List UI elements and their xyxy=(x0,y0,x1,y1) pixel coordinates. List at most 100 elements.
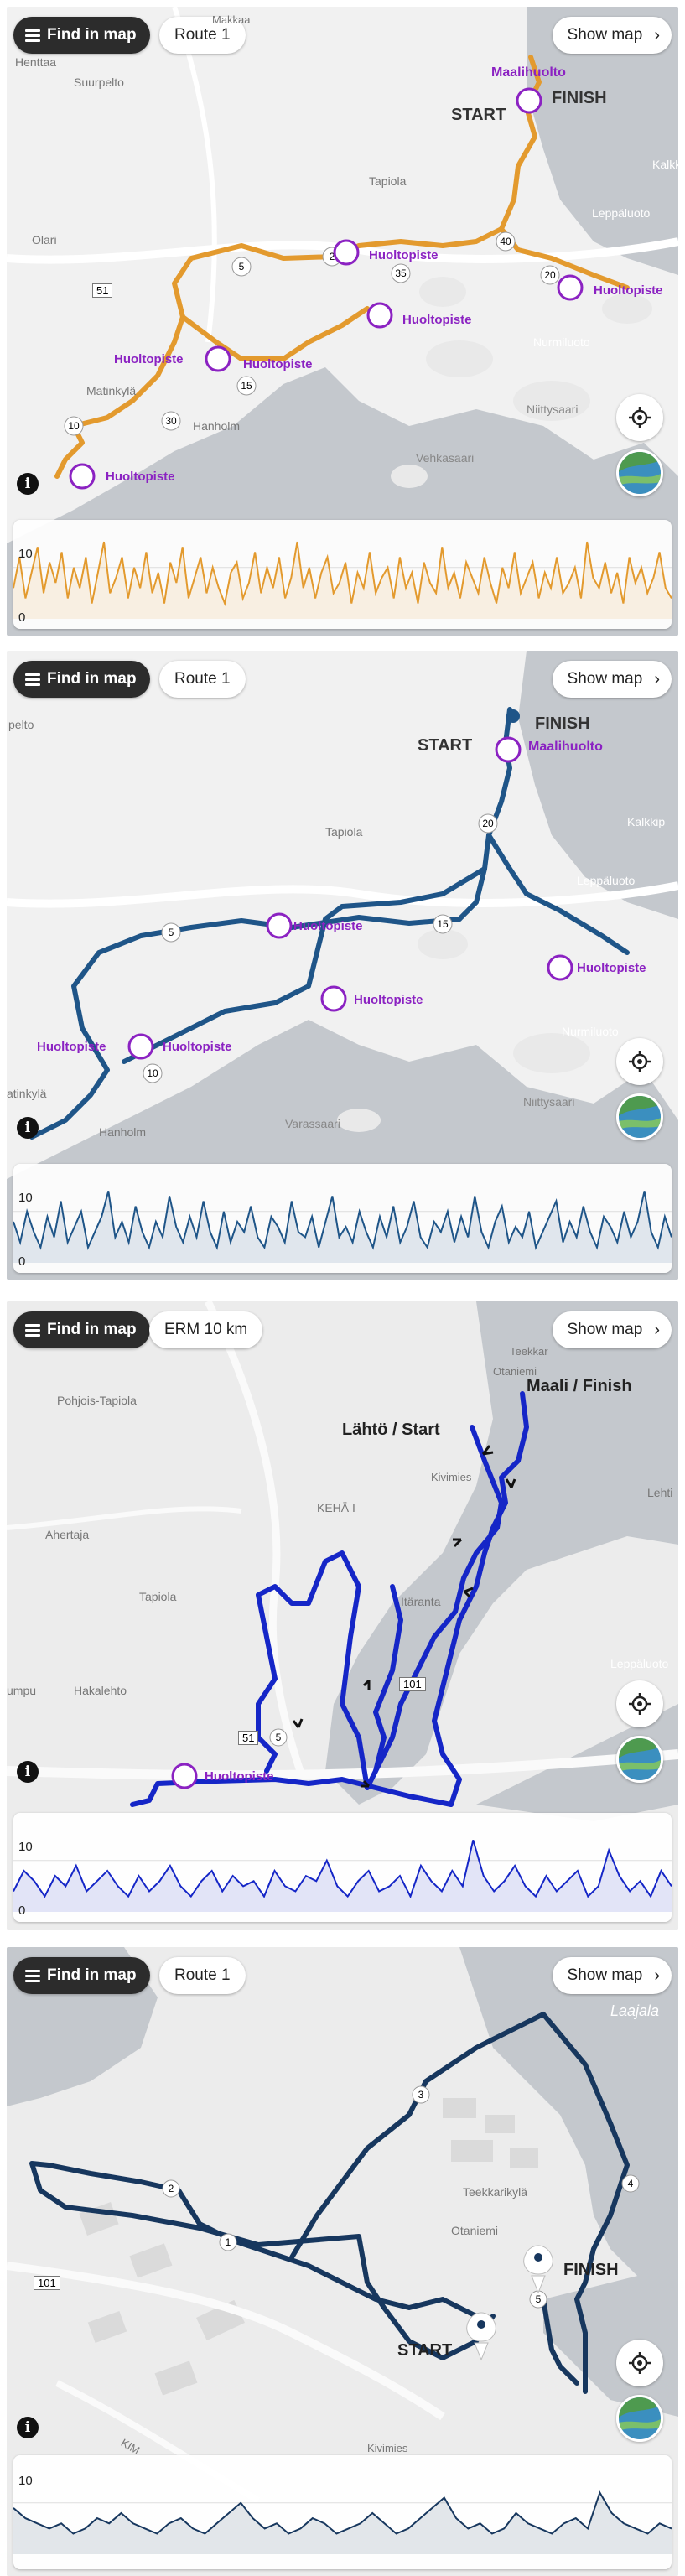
start-label: START xyxy=(418,736,473,755)
elevation-line xyxy=(13,1191,672,1250)
locate-button[interactable] xyxy=(616,2340,663,2386)
station-label: Huoltopiste xyxy=(354,993,423,1007)
elevation-profile[interactable]: 10 0 xyxy=(13,520,672,629)
place-label: Teekkarikylä xyxy=(463,2185,528,2199)
place-label: Niittysaari xyxy=(523,1095,575,1109)
chevron-right-icon: › xyxy=(654,1966,660,1985)
finish-label: FINISH xyxy=(552,89,607,107)
route-selector[interactable]: Route 1 xyxy=(159,17,246,54)
place-label: Tapiola xyxy=(139,1590,177,1603)
place-label: Hanholm xyxy=(193,419,241,433)
elevation-tick: 0 xyxy=(18,610,26,625)
place-label: Pohjois-Tapiola xyxy=(57,1394,137,1407)
map-layer-toggle[interactable] xyxy=(616,1093,663,1140)
place-label: Tapiola xyxy=(369,174,407,188)
place-label: Kivimies xyxy=(431,1471,472,1483)
place-label: Niittysaari xyxy=(527,402,579,416)
show-map-label: Show map xyxy=(567,1966,643,1984)
place-label: Teekkar xyxy=(510,1345,548,1358)
locate-button[interactable] xyxy=(616,1680,663,1727)
elevation-profile[interactable]: 10 0 xyxy=(13,1813,672,1922)
show-map-button[interactable]: Show map › xyxy=(552,1311,672,1348)
satellite-layer-icon xyxy=(619,2397,661,2439)
place-label: Kalkkipa xyxy=(652,158,678,171)
elevation-chart xyxy=(13,1840,672,1912)
station-label: Huoltopiste xyxy=(114,352,184,366)
map-panel-2[interactable]: Find in map Route 1 Show map › FINISH ST… xyxy=(7,651,678,1280)
start-label: START xyxy=(451,106,506,124)
elevation-tick: 0 xyxy=(18,1903,26,1918)
station-label: Huoltopiste xyxy=(577,961,646,975)
place-label: Suurpelto xyxy=(74,75,124,89)
start-label: Lähtö / Start xyxy=(342,1420,440,1439)
map-layer-toggle[interactable] xyxy=(616,2395,663,2442)
finish-station-label: Maalihuolto xyxy=(528,740,603,754)
show-map-button[interactable]: Show map › xyxy=(552,1957,672,1994)
place-label: Kivimies xyxy=(367,2442,408,2454)
map-panel-3[interactable]: Find in map ERM 10 km Show map › Maali /… xyxy=(7,1301,678,1930)
map-layer-toggle[interactable] xyxy=(616,1736,663,1783)
route-selector[interactable]: Route 1 xyxy=(159,661,246,698)
place-label: Laajala xyxy=(610,2002,660,2019)
menu-icon xyxy=(25,671,40,688)
info-icon[interactable]: i xyxy=(17,2417,39,2438)
place-label: Nurmiluoto xyxy=(562,1025,619,1038)
place-label: Leppäluoto xyxy=(577,874,636,887)
place-label: Itäranta xyxy=(401,1595,441,1608)
info-icon[interactable]: i xyxy=(17,1117,39,1139)
elevation-tick: 0 xyxy=(18,1254,26,1269)
road-sign: 51 xyxy=(238,1731,259,1745)
map-layer-toggle[interactable] xyxy=(616,449,663,496)
show-map-button[interactable]: Show map › xyxy=(552,17,672,54)
place-label: Kalkkip xyxy=(627,815,666,828)
place-label: Olari xyxy=(32,233,57,247)
locate-button[interactable] xyxy=(616,1038,663,1085)
elevation-tick: 10 xyxy=(18,547,33,561)
elevation-chart xyxy=(13,1191,672,1263)
station-label: Huoltopiste xyxy=(163,1040,232,1054)
find-in-map-label: Find in map xyxy=(47,1321,137,1338)
find-in-map-label: Find in map xyxy=(47,670,137,688)
elevation-line xyxy=(13,1840,672,1899)
elevation-area xyxy=(13,1191,672,1263)
place-label: Matinkylä xyxy=(86,384,137,397)
find-in-map-button[interactable]: Find in map xyxy=(13,1311,150,1348)
station-label: Huoltopiste xyxy=(402,313,472,327)
info-icon[interactable]: i xyxy=(17,473,39,495)
elevation-tick: 10 xyxy=(18,1840,33,1854)
place-label: Otaniemi xyxy=(493,1365,537,1378)
place-label: Ahertaja xyxy=(45,1528,90,1541)
show-map-button[interactable]: Show map › xyxy=(552,661,672,698)
map-panel-4[interactable]: Find in map Route 1 Show map › FINISH ST… xyxy=(7,1947,678,2576)
find-in-map-button[interactable]: Find in map xyxy=(13,17,150,54)
crosshair-icon xyxy=(629,2352,651,2374)
finish-label: FINISH xyxy=(535,714,590,733)
place-label: Vehkasaari xyxy=(416,451,475,465)
find-in-map-label: Find in map xyxy=(47,26,137,44)
info-icon[interactable]: i xyxy=(17,1761,39,1783)
station-label: Huoltopiste xyxy=(594,283,663,298)
station-label: Huoltopiste xyxy=(205,1769,274,1784)
station-label: Huoltopiste xyxy=(293,919,363,933)
satellite-layer-icon xyxy=(619,452,661,494)
elevation-tick: 10 xyxy=(18,1191,33,1205)
map-panel-1[interactable]: Find in map Route 1 Show map › Maalihuol… xyxy=(7,7,678,636)
find-in-map-button[interactable]: Find in map xyxy=(13,661,150,698)
chevron-right-icon: › xyxy=(654,669,660,688)
place-label: Hanholm xyxy=(99,1125,147,1139)
crosshair-icon xyxy=(629,1693,651,1715)
locate-button[interactable] xyxy=(616,394,663,441)
elevation-area xyxy=(13,542,672,619)
find-in-map-button[interactable]: Find in map xyxy=(13,1957,150,1994)
elevation-profile[interactable]: 10 xyxy=(13,2455,672,2569)
place-label: pelto xyxy=(8,718,34,731)
menu-icon xyxy=(25,1322,40,1339)
route-selector[interactable]: ERM 10 km xyxy=(149,1311,263,1348)
chevron-right-icon: › xyxy=(654,1320,660,1339)
elevation-area xyxy=(13,1840,672,1912)
elevation-profile[interactable]: 10 0 xyxy=(13,1164,672,1273)
place-label: Otaniemi xyxy=(451,2224,499,2237)
finish-label: Maali / Finish xyxy=(527,1377,632,1395)
route-selector[interactable]: Route 1 xyxy=(159,1957,246,1994)
elevation-area xyxy=(13,2492,672,2554)
